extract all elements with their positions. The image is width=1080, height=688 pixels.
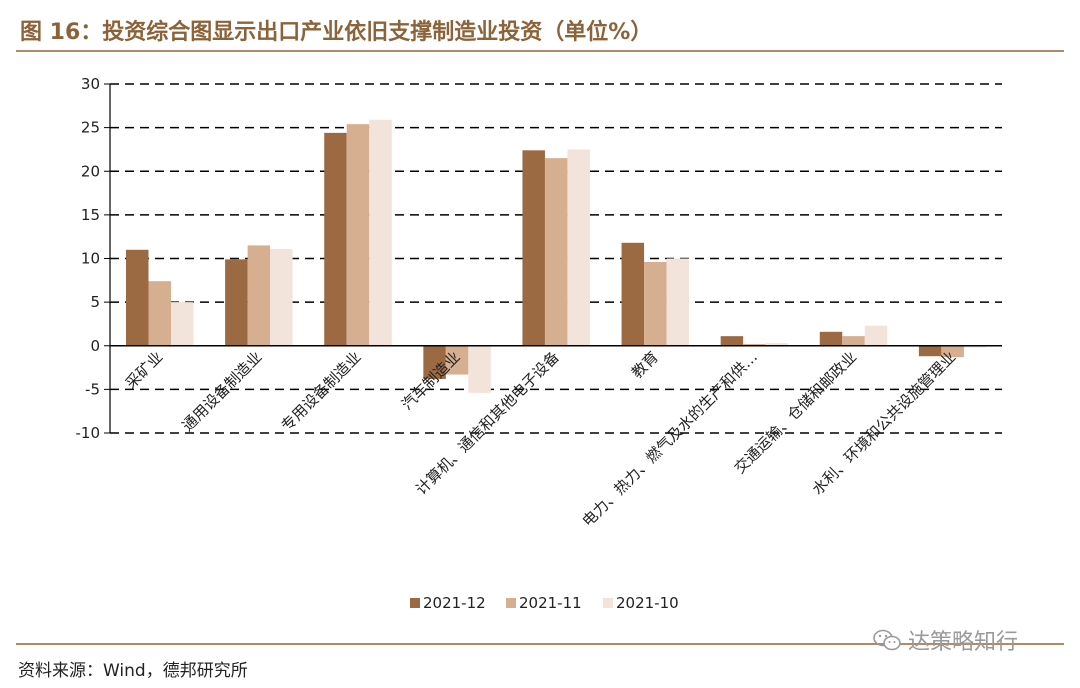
chart-title: 图 16：投资综合图显示出口产业依旧支撑制造业投资（单位%） [20, 20, 653, 45]
bar [522, 150, 545, 346]
y-axis-ticks: -10 -5 0 5 10 15 20 25 30 [76, 75, 110, 442]
bar [247, 245, 271, 346]
category-label: 教育 [628, 348, 662, 382]
legend-label: 2021-10 [616, 594, 679, 612]
axes [109, 84, 1002, 433]
bar [765, 343, 789, 346]
y-tick-label: 5 [90, 293, 100, 311]
y-tick-label: -5 [85, 380, 100, 398]
category-label: 电力、热力、燃气及水的生产和供… [579, 348, 761, 530]
bar [468, 345, 491, 393]
y-tick-label: 20 [81, 162, 100, 180]
y-tick-label: 10 [81, 250, 100, 268]
category-label: 专用设备制造业 [278, 348, 365, 435]
bar [842, 336, 865, 346]
legend-label: 2021-12 [423, 594, 486, 612]
y-tick-label: -10 [76, 424, 101, 442]
y-tick-label: 15 [81, 206, 100, 224]
bar [171, 302, 194, 346]
source-note: 资料来源：Wind，德邦研究所 [18, 661, 248, 681]
bar [346, 124, 370, 346]
bar [544, 158, 568, 346]
legend-swatch [410, 598, 420, 608]
category-label: 通用设备制造业 [179, 348, 266, 435]
bar [148, 281, 171, 346]
bar [423, 345, 446, 379]
gridlines [110, 83, 1002, 434]
bar [369, 119, 392, 346]
legend-swatch [603, 598, 613, 608]
legend-swatch [506, 598, 516, 608]
bar [324, 132, 347, 346]
bar [225, 259, 248, 346]
bar [864, 325, 888, 346]
bar [621, 242, 645, 346]
bar [126, 249, 149, 346]
wechat-icon [873, 629, 901, 651]
legend: 2021-12 2021-11 2021-10 [410, 594, 679, 612]
bar [918, 345, 942, 357]
bar [644, 261, 667, 346]
bar [963, 345, 987, 348]
y-tick-label: 0 [90, 337, 100, 355]
y-tick-label: 25 [81, 119, 100, 137]
watermark-text: 达策略知行 [908, 630, 1019, 655]
bottom-divider [16, 643, 1064, 645]
category-label: 采矿业 [122, 348, 167, 393]
watermark: 达策略知行 [872, 624, 1018, 656]
legend-label: 2021-11 [519, 594, 582, 612]
bars [126, 119, 987, 393]
bar [666, 258, 690, 346]
bar [567, 149, 590, 346]
bar [819, 331, 843, 346]
bar [941, 345, 964, 358]
bar [743, 344, 766, 346]
bar [720, 336, 744, 346]
top-divider [16, 50, 1064, 52]
bar [445, 345, 469, 375]
y-tick-label: 30 [81, 75, 100, 93]
bar [270, 248, 293, 346]
